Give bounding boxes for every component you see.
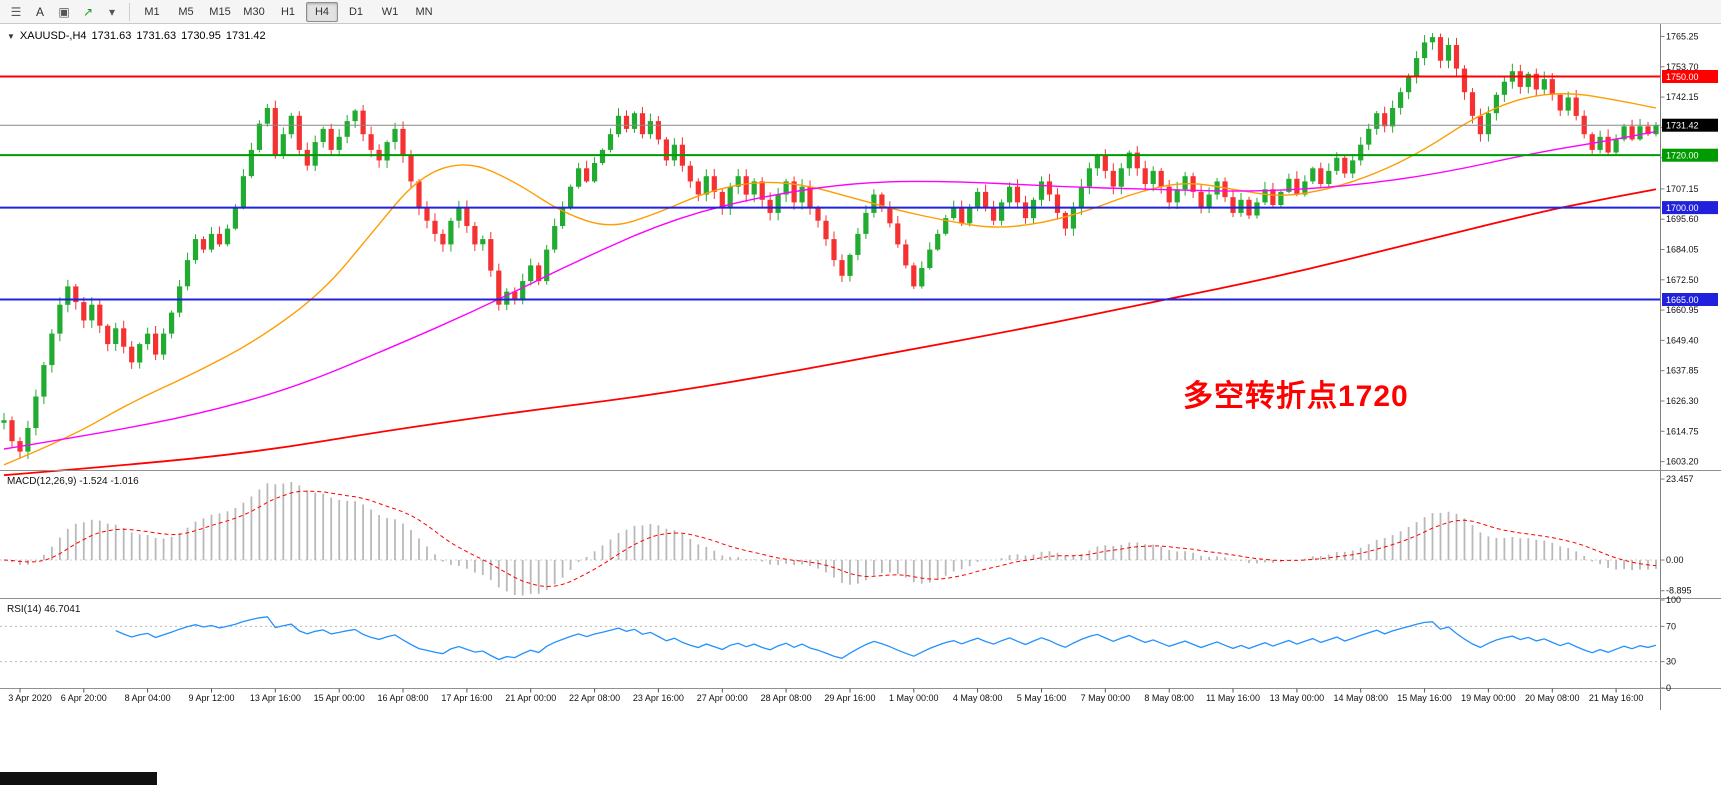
svg-text:100: 100 — [1666, 595, 1681, 605]
axes-and-labels: 1765.251753.701742.151730.601719.051707.… — [0, 24, 1721, 710]
svg-text:13 Apr 16:00: 13 Apr 16:00 — [250, 693, 301, 703]
timeframe-button-group: M1 M5 M15 M30 H1 H4 D1 W1 MN — [135, 1, 441, 22]
timeframe-w1-button[interactable]: W1 — [381, 5, 399, 18]
svg-text:1 May 00:00: 1 May 00:00 — [889, 693, 939, 703]
price-badge-1720.00 — [1662, 148, 1718, 162]
timeframe-m5-button[interactable]: M5 — [178, 5, 194, 18]
svg-text:28 Apr 08:00: 28 Apr 08:00 — [761, 693, 812, 703]
svg-text:23.457: 23.457 — [1666, 474, 1694, 484]
svg-text:21 May 16:00: 21 May 16:00 — [1589, 693, 1644, 703]
svg-text:15 Apr 00:00: 15 Apr 00:00 — [314, 693, 365, 703]
toolbar-separator — [129, 2, 130, 21]
price-badge-1665.00 — [1662, 293, 1718, 306]
text-frame-icon[interactable]: ▣ — [58, 4, 70, 19]
ma-medium-magenta — [3, 130, 1657, 450]
chart-dropdown-icon[interactable]: ▼ — [7, 31, 15, 41]
svg-text:1753.70: 1753.70 — [1666, 62, 1699, 72]
svg-text:0: 0 — [1666, 683, 1671, 693]
ohlc-close: 1731.42 — [225, 30, 266, 42]
rsi-line — [115, 616, 1657, 661]
svg-text:27 Apr 00:00: 27 Apr 00:00 — [697, 693, 748, 703]
svg-text:15 May 16:00: 15 May 16:00 — [1397, 693, 1452, 703]
ohlc-high: 1731.63 — [136, 30, 177, 42]
svg-text:1603.20: 1603.20 — [1666, 457, 1699, 467]
ohlc-open: 1731.63 — [91, 30, 132, 42]
horizontal-level-lines[interactable] — [0, 75, 1660, 301]
svg-text:1765.25: 1765.25 — [1666, 31, 1699, 41]
toolbar-icon-group: ☰ A ▣ ↗ ▾ — [4, 2, 124, 22]
moving-average-lines — [3, 93, 1657, 477]
svg-text:1707.15: 1707.15 — [1666, 184, 1699, 194]
svg-text:1750.00: 1750.00 — [1666, 72, 1699, 82]
svg-text:7 May 00:00: 7 May 00:00 — [1081, 693, 1131, 703]
svg-text:1637.85: 1637.85 — [1666, 366, 1699, 376]
ma-fast-orange — [3, 93, 1657, 466]
svg-text:14 May 08:00: 14 May 08:00 — [1333, 693, 1388, 703]
taskbar-fragment — [0, 772, 157, 785]
timeframe-h1-button[interactable]: H1 — [280, 5, 296, 18]
chart-symbol-label: XAUUSD-,H4 — [19, 30, 87, 42]
svg-text:1660.95: 1660.95 — [1666, 305, 1699, 315]
svg-text:1626.30: 1626.30 — [1666, 396, 1699, 406]
svg-text:9 Apr 12:00: 9 Apr 12:00 — [188, 693, 234, 703]
ma-slow-red — [3, 188, 1657, 477]
macd-signal-line — [3, 490, 1657, 588]
svg-text:1665.00: 1665.00 — [1666, 295, 1699, 305]
svg-text:1700.00: 1700.00 — [1666, 203, 1699, 213]
macd-plot — [0, 482, 1660, 596]
chart-text-annotation[interactable]: 多空转折点1720 — [1183, 380, 1409, 413]
svg-text:-8.895: -8.895 — [1666, 586, 1692, 596]
timeframe-m15-button[interactable]: M15 — [209, 5, 231, 18]
price-badge-1750.00 — [1662, 70, 1718, 83]
chart-title: ▼ XAUUSD-,H4 1731.63 1731.63 1730.95 173… — [7, 30, 266, 42]
trend-arrow-icon[interactable]: ↗ — [82, 4, 94, 19]
timeframe-m30-button[interactable]: M30 — [243, 5, 265, 18]
macd-indicator-label: MACD(12,26,9) -1.524 -1.016 — [7, 476, 139, 487]
svg-text:8 May 08:00: 8 May 08:00 — [1144, 693, 1194, 703]
svg-text:22 Apr 08:00: 22 Apr 08:00 — [569, 693, 620, 703]
svg-text:1695.60: 1695.60 — [1666, 214, 1699, 224]
svg-text:70: 70 — [1666, 621, 1676, 631]
svg-text:20 May 08:00: 20 May 08:00 — [1525, 693, 1580, 703]
svg-text:5 May 16:00: 5 May 16:00 — [1017, 693, 1067, 703]
svg-text:6 Apr 20:00: 6 Apr 20:00 — [61, 693, 107, 703]
svg-text:21 Apr 00:00: 21 Apr 00:00 — [505, 693, 556, 703]
svg-text:1649.40: 1649.40 — [1666, 335, 1699, 345]
svg-text:17 Apr 16:00: 17 Apr 16:00 — [441, 693, 492, 703]
svg-text:8 Apr 04:00: 8 Apr 04:00 — [125, 693, 171, 703]
svg-text:1731.42: 1731.42 — [1666, 121, 1699, 131]
rsi-indicator-label: RSI(14) 46.7041 — [7, 604, 81, 615]
svg-text:13 May 00:00: 13 May 00:00 — [1270, 693, 1325, 703]
svg-text:23 Apr 16:00: 23 Apr 16:00 — [633, 693, 684, 703]
svg-text:30: 30 — [1666, 657, 1676, 667]
ohlc-low: 1730.95 — [181, 30, 221, 42]
chart-list-icon[interactable]: ☰ — [10, 4, 22, 19]
svg-text:0.00: 0.00 — [1666, 555, 1684, 565]
svg-text:1720.00: 1720.00 — [1666, 151, 1699, 161]
svg-text:29 Apr 16:00: 29 Apr 16:00 — [824, 693, 875, 703]
timeframe-mn-button[interactable]: MN — [415, 5, 433, 18]
toolbar: ☰ A ▣ ↗ ▾ M1 M5 M15 M30 H1 H4 D1 W1 MN — [0, 0, 1721, 24]
timeframe-d1-button[interactable]: D1 — [348, 5, 364, 18]
timeframe-h4-button[interactable]: H4 — [306, 1, 338, 22]
current-price-badge — [1662, 118, 1718, 132]
svg-text:4 May 08:00: 4 May 08:00 — [953, 693, 1003, 703]
timeframe-m1-button[interactable]: M1 — [144, 5, 160, 18]
chevron-down-icon[interactable]: ▾ — [108, 4, 116, 19]
svg-text:1684.05: 1684.05 — [1666, 244, 1699, 254]
svg-text:19 May 00:00: 19 May 00:00 — [1461, 693, 1516, 703]
letter-a-icon[interactable]: A — [35, 4, 44, 19]
rsi-plot — [0, 616, 1660, 663]
svg-text:1742.15: 1742.15 — [1666, 92, 1699, 102]
svg-text:11 May 16:00: 11 May 16:00 — [1206, 693, 1260, 703]
candlesticks — [1, 33, 1659, 459]
svg-text:16 Apr 08:00: 16 Apr 08:00 — [378, 693, 429, 703]
svg-text:1614.75: 1614.75 — [1666, 426, 1699, 436]
price-badge-1700.00 — [1662, 201, 1718, 215]
svg-text:3 Apr 2020: 3 Apr 2020 — [8, 693, 52, 703]
svg-text:1672.50: 1672.50 — [1666, 275, 1699, 285]
